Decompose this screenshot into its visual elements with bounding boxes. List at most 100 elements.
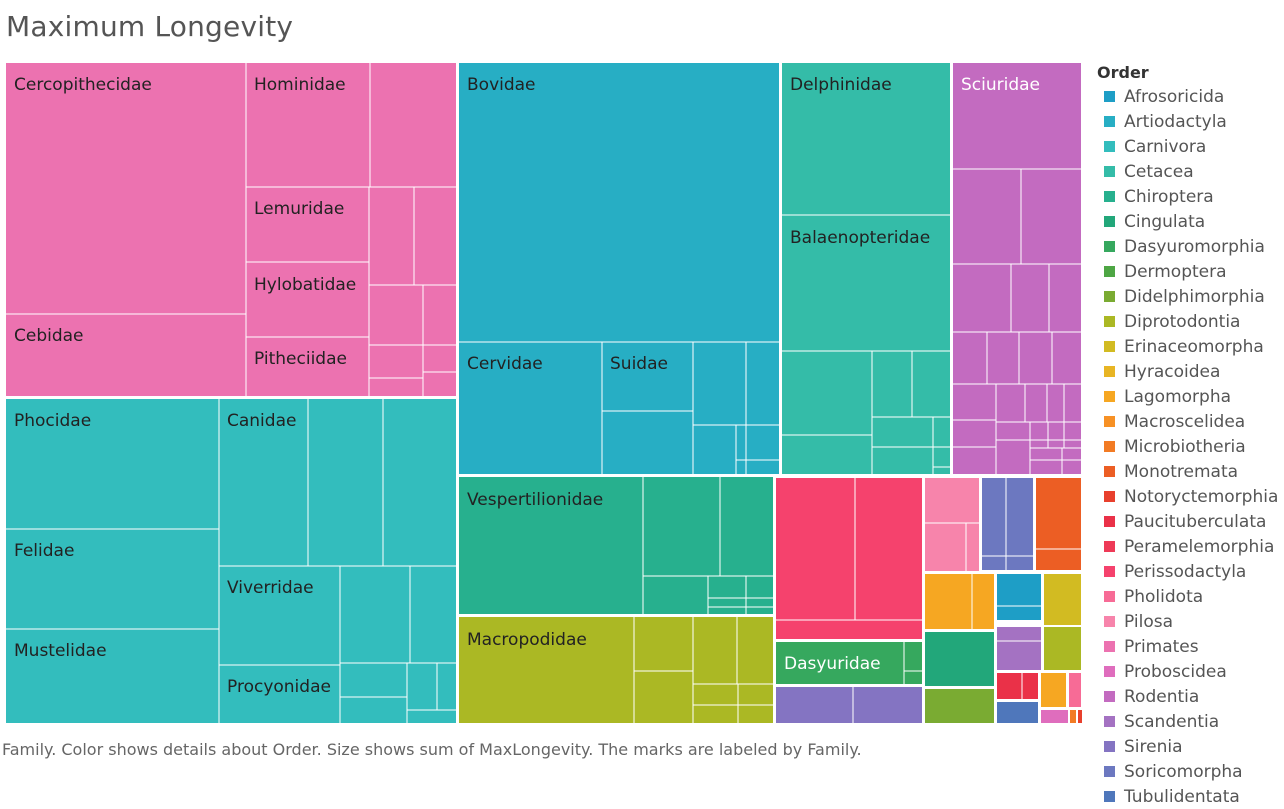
legend-label: Sirenia — [1124, 736, 1183, 757]
treemap-family-label: Balaenopteridae — [790, 228, 930, 248]
legend-item[interactable]: Pholidota — [1097, 584, 1284, 609]
legend-swatch — [1104, 566, 1115, 577]
legend-swatch — [1104, 441, 1115, 452]
treemap-family-label: Cebidae — [14, 326, 84, 346]
treemap-order-block — [925, 632, 994, 686]
legend-item[interactable]: Artiodactyla — [1097, 109, 1284, 134]
legend-label: Dermoptera — [1124, 261, 1227, 282]
treemap-order-block — [776, 642, 922, 684]
treemap-order-block — [459, 63, 779, 474]
chart-caption: Family. Color shows details about Order.… — [2, 740, 862, 759]
treemap-order-block — [925, 689, 994, 723]
legend-label: Scandentia — [1124, 711, 1220, 732]
legend-label: Hyracoidea — [1124, 361, 1221, 382]
treemap-order-block — [925, 574, 994, 629]
legend-label: Erinaceomorpha — [1124, 336, 1264, 357]
legend-swatch — [1104, 541, 1115, 552]
treemap-family-label: Cercopithecidae — [14, 75, 152, 95]
treemap-order-block — [997, 702, 1038, 723]
legend-item[interactable]: Tubulidentata — [1097, 784, 1284, 809]
legend-item[interactable]: Perissodactyla — [1097, 559, 1284, 584]
legend-label: Dasyuromorphia — [1124, 236, 1265, 257]
legend-item[interactable]: Macroscelidea — [1097, 409, 1284, 434]
legend-label: Diprotodontia — [1124, 311, 1241, 332]
legend-item[interactable]: Paucituberculata — [1097, 509, 1284, 534]
legend-item[interactable]: Chiroptera — [1097, 184, 1284, 209]
legend-item[interactable]: Scandentia — [1097, 709, 1284, 734]
treemap-order-block — [1078, 710, 1082, 723]
legend-item[interactable]: Proboscidea — [1097, 659, 1284, 684]
treemap-order-block — [1044, 627, 1081, 670]
legend-item[interactable]: Rodentia — [1097, 684, 1284, 709]
treemap-family-label: Dasyuridae — [784, 654, 881, 674]
treemap-order-block — [6, 63, 456, 396]
treemap-chart[interactable]: Cercopithecidae Cebidae Hominidae Lemuridae… — [0, 0, 1090, 730]
legend-swatch — [1104, 616, 1115, 627]
treemap-family-label: Suidae — [610, 354, 668, 374]
legend-swatch — [1104, 166, 1115, 177]
treemap-order-block — [459, 477, 773, 614]
treemap-family-label: Sciuridae — [961, 75, 1040, 95]
legend-label: Tubulidentata — [1124, 786, 1240, 807]
legend-item[interactable]: Lagomorpha — [1097, 384, 1284, 409]
legend-label: Perissodactyla — [1124, 561, 1247, 582]
legend-item[interactable]: Notoryctemorphia — [1097, 484, 1284, 509]
legend-label: Chiroptera — [1124, 186, 1214, 207]
treemap-family-label: Viverridae — [227, 578, 314, 598]
treemap-order-block — [953, 63, 1081, 474]
legend-label: Soricomorpha — [1124, 761, 1243, 782]
legend-label: Artiodactyla — [1124, 111, 1227, 132]
treemap-family-label: Mustelidae — [14, 641, 107, 661]
legend-swatch — [1104, 191, 1115, 202]
legend-item[interactable]: Didelphimorphia — [1097, 284, 1284, 309]
legend-label: Lagomorpha — [1124, 386, 1232, 407]
legend-swatch — [1104, 466, 1115, 477]
legend-item[interactable]: Dermoptera — [1097, 259, 1284, 284]
legend-swatch — [1104, 691, 1115, 702]
legend-swatch — [1104, 641, 1115, 652]
treemap-family-label: Procyonidae — [227, 677, 331, 697]
treemap-family-label: Vespertilionidae — [467, 490, 603, 510]
legend-label: Cetacea — [1124, 161, 1194, 182]
legend-swatch — [1104, 116, 1115, 127]
legend-item[interactable]: Microbiotheria — [1097, 434, 1284, 459]
legend-label: Notoryctemorphia — [1124, 486, 1279, 507]
legend-item[interactable]: Pilosa — [1097, 609, 1284, 634]
treemap-family-label: Hylobatidae — [254, 275, 356, 295]
treemap-family-label: Hominidae — [254, 75, 346, 95]
treemap-family-label: Canidae — [227, 411, 296, 431]
legend-label: Pilosa — [1124, 611, 1173, 632]
legend-item[interactable]: Primates — [1097, 634, 1284, 659]
legend-item[interactable]: Cingulata — [1097, 209, 1284, 234]
legend-swatch — [1104, 91, 1115, 102]
legend-item[interactable]: Sirenia — [1097, 734, 1284, 759]
legend-label: Afrosoricida — [1124, 86, 1225, 107]
legend-item[interactable]: Cetacea — [1097, 159, 1284, 184]
treemap-family-label: Phocidae — [14, 411, 91, 431]
legend-label: Pholidota — [1124, 586, 1204, 607]
legend-label: Rodentia — [1124, 686, 1200, 707]
legend-label: Microbiotheria — [1124, 436, 1246, 457]
legend-item[interactable]: Erinaceomorpha — [1097, 334, 1284, 359]
treemap-order-block — [6, 399, 456, 723]
treemap-order-block — [997, 627, 1041, 670]
treemap-family-label: Lemuridae — [254, 199, 344, 219]
legend-item[interactable]: Monotremata — [1097, 459, 1284, 484]
legend-label: Macroscelidea — [1124, 411, 1246, 432]
legend-item[interactable]: Afrosoricida — [1097, 84, 1284, 109]
legend-swatch — [1104, 316, 1115, 327]
treemap-order-block — [1069, 673, 1081, 707]
treemap-order-block — [1036, 478, 1081, 570]
legend-label: Peramelemorphia — [1124, 536, 1275, 557]
legend-label: Cingulata — [1124, 211, 1206, 232]
legend-item[interactable]: Dasyuromorphia — [1097, 234, 1284, 259]
legend-label: Carnivora — [1124, 136, 1207, 157]
legend-item[interactable]: Soricomorpha — [1097, 759, 1284, 784]
legend-label: Monotremata — [1124, 461, 1239, 482]
legend-swatch — [1104, 216, 1115, 227]
legend-item[interactable]: Carnivora — [1097, 134, 1284, 159]
legend-swatch — [1104, 241, 1115, 252]
legend-item[interactable]: Hyracoidea — [1097, 359, 1284, 384]
legend-item[interactable]: Peramelemorphia — [1097, 534, 1284, 559]
legend-item[interactable]: Diprotodontia — [1097, 309, 1284, 334]
